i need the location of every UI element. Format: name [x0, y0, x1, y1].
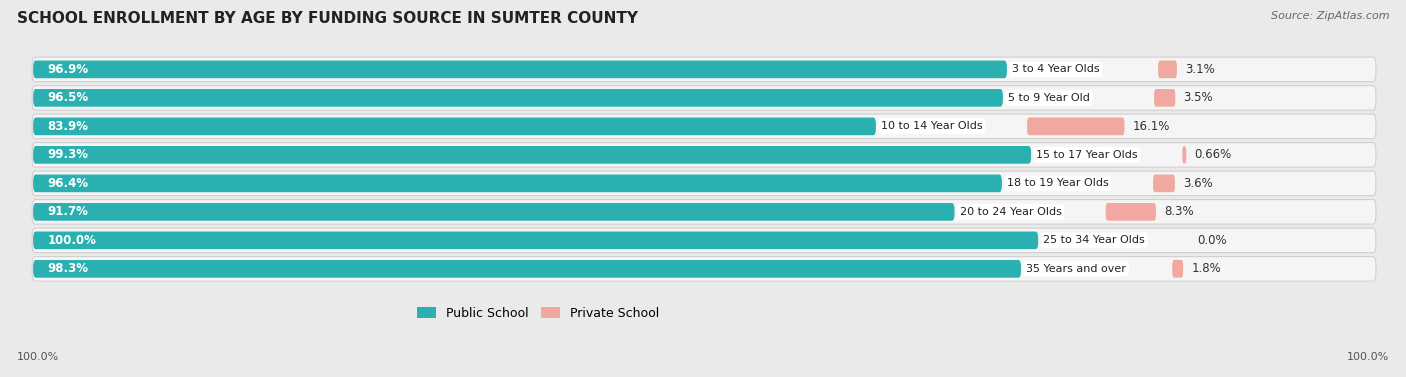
FancyBboxPatch shape: [1173, 260, 1182, 278]
FancyBboxPatch shape: [34, 175, 1002, 192]
Text: 20 to 24 Year Olds: 20 to 24 Year Olds: [959, 207, 1062, 217]
Text: 15 to 17 Year Olds: 15 to 17 Year Olds: [1036, 150, 1137, 160]
FancyBboxPatch shape: [32, 171, 1376, 196]
FancyBboxPatch shape: [32, 199, 1376, 224]
Text: 0.0%: 0.0%: [1198, 234, 1227, 247]
FancyBboxPatch shape: [34, 146, 1031, 164]
Text: 3 to 4 Year Olds: 3 to 4 Year Olds: [1012, 64, 1099, 74]
Text: 99.3%: 99.3%: [48, 149, 89, 161]
FancyBboxPatch shape: [32, 114, 1376, 139]
Text: 35 Years and over: 35 Years and over: [1026, 264, 1126, 274]
FancyBboxPatch shape: [32, 257, 1376, 281]
Text: 25 to 34 Year Olds: 25 to 34 Year Olds: [1043, 235, 1144, 245]
Text: 96.5%: 96.5%: [48, 91, 89, 104]
Text: 96.9%: 96.9%: [48, 63, 89, 76]
Text: 100.0%: 100.0%: [48, 234, 96, 247]
FancyBboxPatch shape: [1028, 118, 1125, 135]
FancyBboxPatch shape: [32, 57, 1376, 82]
Text: 91.7%: 91.7%: [48, 205, 89, 218]
Text: 3.6%: 3.6%: [1182, 177, 1213, 190]
FancyBboxPatch shape: [1154, 89, 1175, 107]
FancyBboxPatch shape: [32, 228, 1376, 253]
Text: 96.4%: 96.4%: [48, 177, 89, 190]
Text: 8.3%: 8.3%: [1164, 205, 1194, 218]
Text: 83.9%: 83.9%: [48, 120, 89, 133]
Text: 98.3%: 98.3%: [48, 262, 89, 275]
FancyBboxPatch shape: [32, 86, 1376, 110]
Text: 18 to 19 Year Olds: 18 to 19 Year Olds: [1007, 178, 1109, 188]
Text: SCHOOL ENROLLMENT BY AGE BY FUNDING SOURCE IN SUMTER COUNTY: SCHOOL ENROLLMENT BY AGE BY FUNDING SOUR…: [17, 11, 638, 26]
FancyBboxPatch shape: [1159, 61, 1177, 78]
FancyBboxPatch shape: [34, 231, 1038, 249]
FancyBboxPatch shape: [34, 61, 1007, 78]
Text: 5 to 9 Year Old: 5 to 9 Year Old: [1008, 93, 1090, 103]
Text: 16.1%: 16.1%: [1133, 120, 1170, 133]
Text: 3.1%: 3.1%: [1185, 63, 1215, 76]
Text: 3.5%: 3.5%: [1184, 91, 1213, 104]
Text: 100.0%: 100.0%: [17, 352, 59, 362]
FancyBboxPatch shape: [32, 143, 1376, 167]
FancyBboxPatch shape: [34, 203, 955, 221]
FancyBboxPatch shape: [34, 89, 1002, 107]
Text: 100.0%: 100.0%: [1347, 352, 1389, 362]
Text: Source: ZipAtlas.com: Source: ZipAtlas.com: [1271, 11, 1389, 21]
Text: 1.8%: 1.8%: [1191, 262, 1220, 275]
Text: 0.66%: 0.66%: [1194, 149, 1232, 161]
FancyBboxPatch shape: [1153, 175, 1175, 192]
FancyBboxPatch shape: [34, 118, 876, 135]
FancyBboxPatch shape: [1182, 146, 1187, 164]
FancyBboxPatch shape: [34, 260, 1021, 278]
FancyBboxPatch shape: [1105, 203, 1156, 221]
Legend: Public School, Private School: Public School, Private School: [412, 302, 664, 325]
Text: 10 to 14 Year Olds: 10 to 14 Year Olds: [882, 121, 983, 131]
